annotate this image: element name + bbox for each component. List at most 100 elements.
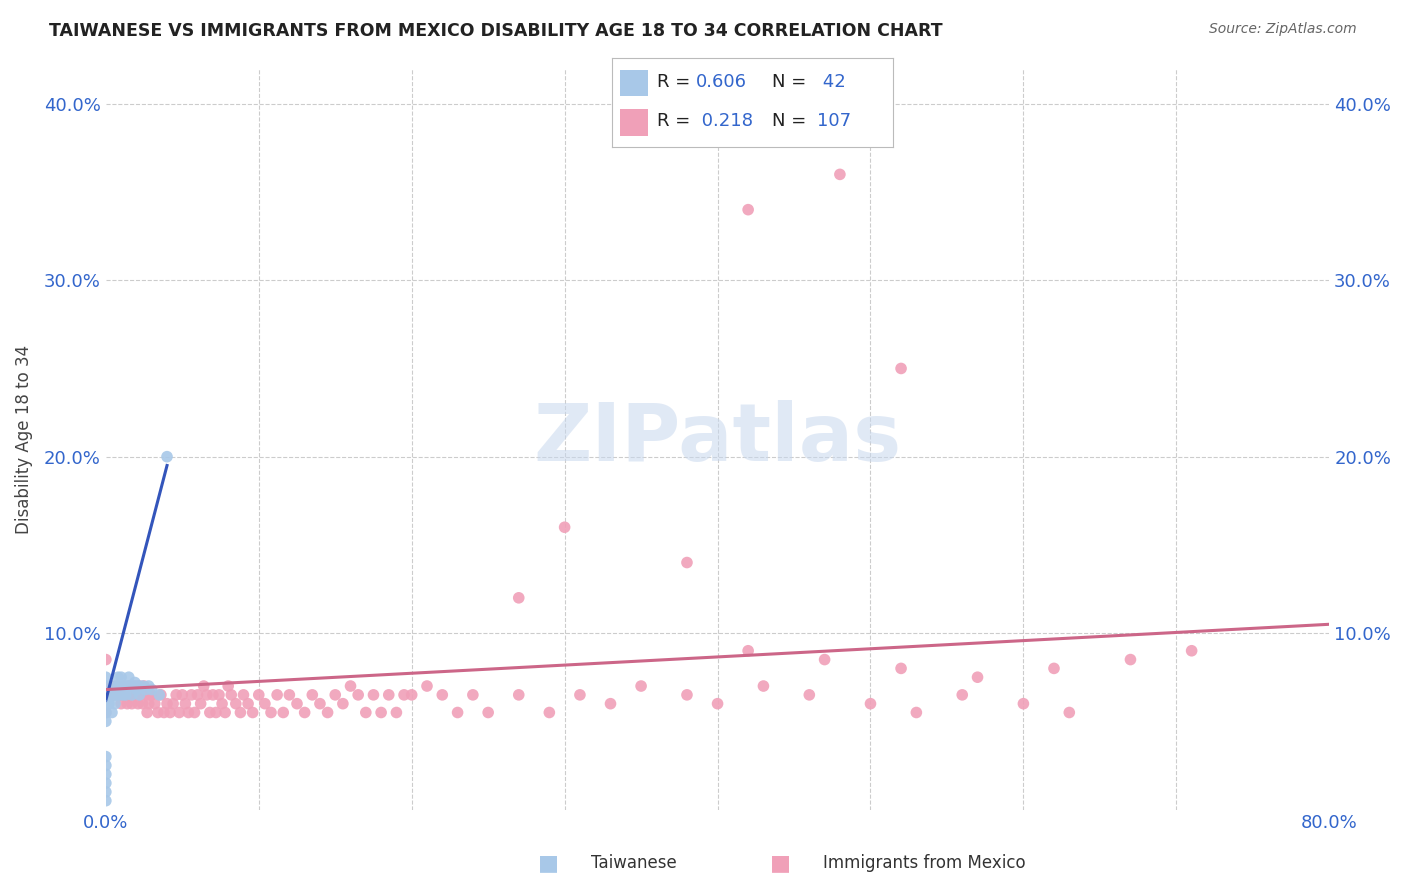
Point <box>1043 661 1066 675</box>
Point <box>332 697 354 711</box>
Point <box>706 697 728 711</box>
Point <box>278 688 301 702</box>
Text: N =: N = <box>772 73 811 91</box>
Point <box>94 776 117 790</box>
Text: ZIPatlas: ZIPatlas <box>533 400 901 478</box>
Point <box>148 688 170 702</box>
Point <box>416 679 439 693</box>
Point <box>111 688 134 702</box>
Point <box>153 706 176 720</box>
Point <box>554 520 576 534</box>
Point <box>146 706 169 720</box>
Point <box>385 706 408 720</box>
Point <box>201 688 224 702</box>
Point <box>121 688 143 702</box>
Point <box>177 706 200 720</box>
Point <box>114 688 136 702</box>
Point <box>110 679 132 693</box>
Point <box>174 697 197 711</box>
Point <box>105 688 128 702</box>
Point <box>737 644 759 658</box>
Point <box>508 688 530 702</box>
Point <box>165 688 187 702</box>
Point <box>124 675 146 690</box>
Point <box>339 679 361 693</box>
Point <box>103 688 125 702</box>
Point <box>630 679 652 693</box>
Point <box>125 682 148 697</box>
Point <box>247 688 270 702</box>
Text: TAIWANESE VS IMMIGRANTS FROM MEXICO DISABILITY AGE 18 TO 34 CORRELATION CHART: TAIWANESE VS IMMIGRANTS FROM MEXICO DISA… <box>49 22 943 40</box>
Point <box>131 679 153 693</box>
Point <box>117 697 139 711</box>
Point <box>195 688 218 702</box>
Point <box>108 688 131 702</box>
Point <box>905 706 928 720</box>
Point <box>94 714 117 729</box>
Point <box>599 697 621 711</box>
Point <box>125 688 148 702</box>
Point <box>242 706 264 720</box>
Point <box>138 679 160 693</box>
Point <box>354 706 377 720</box>
Point <box>129 688 152 702</box>
Point <box>737 202 759 217</box>
Point <box>94 670 117 684</box>
Point <box>127 697 149 711</box>
Point <box>211 697 233 711</box>
Point <box>128 679 150 693</box>
Point <box>890 661 912 675</box>
Point <box>118 670 141 684</box>
Point <box>132 679 155 693</box>
Text: R =: R = <box>657 73 696 91</box>
Point <box>94 679 117 693</box>
Point <box>392 688 415 702</box>
Point <box>94 794 117 808</box>
Point <box>214 706 236 720</box>
Point <box>568 688 591 702</box>
Point <box>401 688 423 702</box>
Point <box>107 670 129 684</box>
Point <box>139 688 162 702</box>
Text: R =: R = <box>657 112 696 130</box>
Text: Taiwanese: Taiwanese <box>591 855 676 872</box>
Point <box>120 679 142 693</box>
Point <box>229 706 252 720</box>
Point <box>301 688 323 702</box>
Point <box>208 688 231 702</box>
Point <box>110 697 132 711</box>
Point <box>799 688 821 702</box>
Point <box>294 706 316 720</box>
Point <box>752 679 775 693</box>
Point <box>94 697 117 711</box>
Point <box>676 688 699 702</box>
Point <box>131 697 153 711</box>
Point <box>141 682 163 697</box>
Point <box>285 697 308 711</box>
Point <box>253 697 276 711</box>
Point <box>162 697 184 711</box>
Text: 0.606: 0.606 <box>696 73 747 91</box>
Point <box>100 688 122 702</box>
Point <box>156 450 179 464</box>
Point <box>813 652 835 666</box>
Point <box>1012 697 1035 711</box>
Point <box>94 688 117 702</box>
Point <box>316 706 339 720</box>
Point <box>112 679 135 693</box>
Point <box>219 688 242 702</box>
Point <box>94 652 117 666</box>
Point <box>950 688 973 702</box>
Point <box>432 688 454 702</box>
Point <box>104 697 127 711</box>
Point <box>159 706 181 720</box>
Point <box>232 688 254 702</box>
Point <box>172 688 194 702</box>
Point <box>1181 644 1204 658</box>
Point <box>94 758 117 772</box>
Point <box>107 679 129 693</box>
Point <box>138 697 160 711</box>
Point <box>97 697 120 711</box>
Point <box>128 688 150 702</box>
Point <box>538 706 561 720</box>
